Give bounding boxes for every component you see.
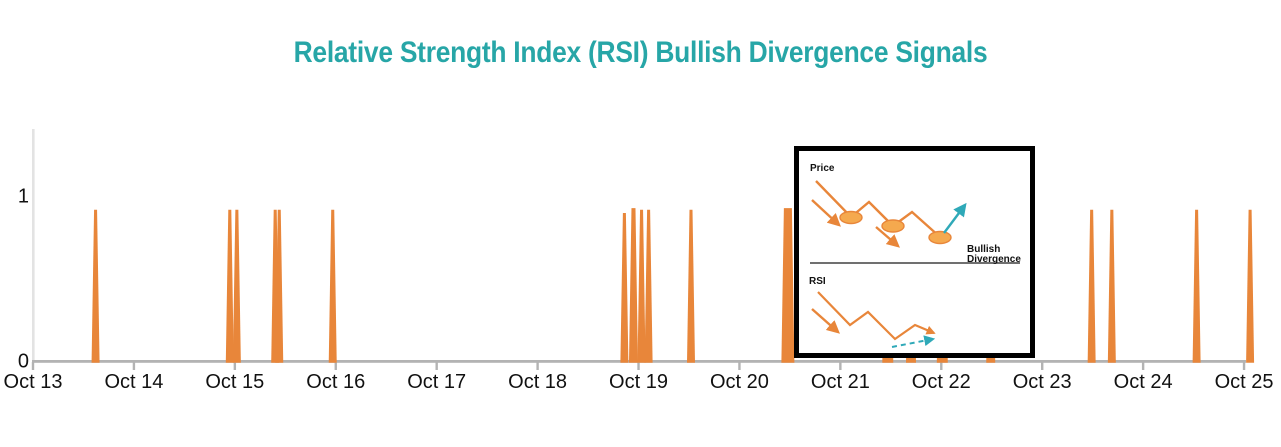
- x-tick-label: Oct 25: [1214, 371, 1274, 393]
- x-tick-mark: [1242, 362, 1246, 370]
- x-tick-label: Oct 13: [3, 371, 63, 393]
- inset-rsi-label: RSI: [809, 276, 826, 287]
- signal-spike: [781, 208, 795, 363]
- x-tick-mark: [1041, 362, 1044, 370]
- rsi-higher-low-dashed-arrow: [891, 335, 936, 348]
- x-tick-label: Oct 22: [911, 371, 971, 393]
- signal-spike: [275, 209, 284, 363]
- price-low-marker-1: [839, 210, 863, 225]
- rsi-down-arrow: [811, 308, 840, 334]
- signal-spike: [1107, 209, 1116, 363]
- x-tick-mark: [334, 362, 337, 370]
- rsi-zigzag-line: [817, 291, 936, 341]
- signal-spike: [1087, 209, 1096, 363]
- x-tick-label: Oct 15: [205, 371, 265, 393]
- signal-spike: [686, 209, 695, 363]
- signal-spike: [232, 209, 241, 363]
- price-low-marker-2: [881, 219, 905, 233]
- price-low-marker-3: [928, 230, 952, 245]
- x-tick-mark: [536, 362, 539, 370]
- price-down-arrow-2: [875, 226, 900, 248]
- x-tick-label: Oct 21: [810, 371, 870, 393]
- signal-spike: [637, 209, 646, 363]
- x-tick-label: Oct 20: [709, 371, 769, 393]
- x-tick-mark: [233, 362, 237, 370]
- x-tick-mark: [132, 362, 136, 370]
- reversal-up-arrow: [943, 202, 967, 234]
- x-tick-mark: [839, 362, 842, 370]
- signal-spike: [628, 208, 638, 363]
- bullish-divergence-inset: Price Bullish Divergence RSI: [794, 146, 1035, 358]
- signal-spike: [225, 209, 234, 363]
- x-tick-label: Oct 23: [1012, 371, 1072, 393]
- signal-spike: [620, 213, 629, 363]
- x-tick-mark: [738, 362, 741, 370]
- x-tick-mark: [31, 362, 35, 370]
- inset-price-label: Price: [810, 163, 835, 174]
- inset-annotation-line2: Divergence: [967, 254, 1021, 265]
- x-tick-label: Oct 17: [407, 371, 467, 393]
- price-down-arrow: [811, 199, 841, 227]
- x-tick-label: Oct 18: [508, 371, 568, 393]
- x-tick-label: Oct 24: [1113, 371, 1173, 393]
- signal-spike: [1192, 209, 1201, 363]
- x-tick-label: Oct 16: [306, 371, 366, 393]
- y-tick-label: 1: [17, 185, 29, 207]
- divergence-diagram: Price Bullish Divergence RSI: [809, 163, 1021, 348]
- x-tick-label: Oct 14: [104, 371, 164, 393]
- x-tick-mark: [940, 362, 943, 370]
- signal-spike: [91, 209, 100, 363]
- x-tick-mark: [1141, 362, 1145, 370]
- price-zigzag-line: [815, 180, 941, 238]
- x-tick-mark: [637, 362, 640, 370]
- inset-annotation-line1: Bullish: [967, 244, 1000, 255]
- chart-title: Relative Strength Index (RSI) Bullish Di…: [293, 36, 988, 69]
- y-tick-label: 0: [17, 350, 29, 373]
- signal-spike: [644, 209, 653, 363]
- signal-spike: [328, 209, 337, 363]
- x-tick-mark: [435, 362, 438, 370]
- x-tick-label: Oct 19: [609, 371, 668, 393]
- signal-spike: [1246, 209, 1255, 363]
- y-axis-line: [32, 129, 35, 362]
